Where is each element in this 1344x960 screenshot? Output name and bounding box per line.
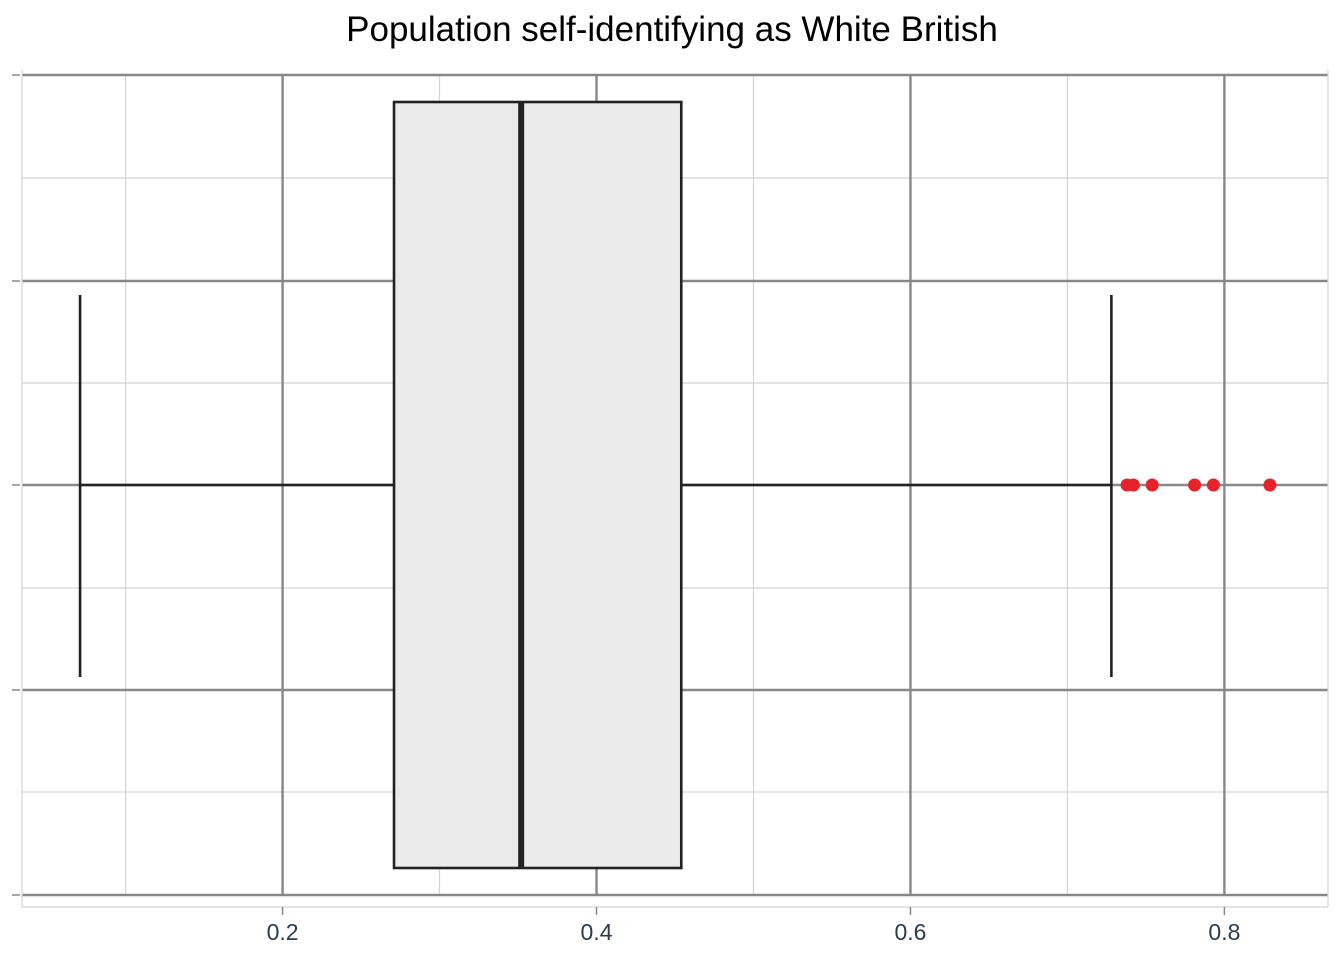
chart-title: Population self-identifying as White Bri… (346, 10, 998, 49)
box-layer (392, 100, 683, 870)
iqr-box (392, 100, 683, 870)
outlier-point (1126, 478, 1140, 492)
x-tick-label: 0.6 (894, 919, 926, 945)
axis-layer: 0.2 0.4 0.6 0.8 (12, 74, 1240, 945)
outlier-point (1263, 478, 1277, 492)
x-tick-label: 0.4 (581, 919, 613, 945)
outlier-layer (1120, 478, 1277, 492)
x-tick-label: 0.2 (267, 919, 299, 945)
outlier-point (1145, 478, 1159, 492)
whisker-layer (78, 295, 1113, 677)
x-tick-label: 0.8 (1208, 919, 1240, 945)
outlier-point (1206, 478, 1220, 492)
outlier-point (1188, 478, 1202, 492)
